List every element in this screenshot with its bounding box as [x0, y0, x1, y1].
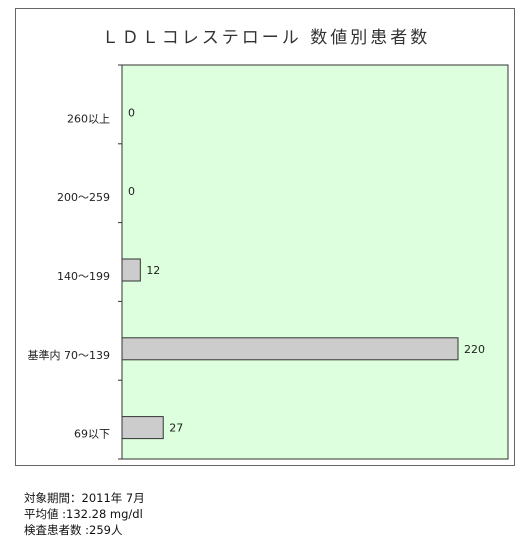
chart-title: ＬＤＬコレステロール 数値別患者数	[101, 28, 431, 48]
chart-frame: ＬＤＬコレステロール 数値別患者数 260以上 0 200～259 0 140～199 1…	[15, 8, 515, 466]
value-label: 12	[146, 264, 160, 277]
plot-area	[121, 64, 509, 460]
bar	[121, 258, 141, 282]
patient-count-note: 検査患者数 :259人	[24, 523, 123, 537]
category-label: 200～259	[57, 191, 110, 204]
category-label: 260以上	[67, 112, 110, 125]
value-label: 0	[128, 185, 135, 198]
value-label: 220	[464, 343, 485, 356]
category-label: 69以下	[74, 428, 110, 441]
category-label: 140～199	[57, 270, 110, 283]
value-label: 0	[128, 106, 135, 119]
bar	[121, 337, 459, 361]
average-note: 平均値 :132.28 mg/dl	[24, 507, 143, 521]
period-note: 対象期間：2011年 7月	[24, 491, 145, 505]
bar	[121, 416, 164, 440]
category-label: 基準内 70～139	[28, 348, 111, 362]
bar-chart: 260以上 0 200～259 0 140～199 12 基準内 70～139 220 69以下…	[28, 64, 509, 460]
value-label: 27	[169, 422, 183, 435]
summary-notes: 対象期間：2011年 7月 平均値 :132.28 mg/dl 検査患者数 :2…	[24, 490, 145, 538]
